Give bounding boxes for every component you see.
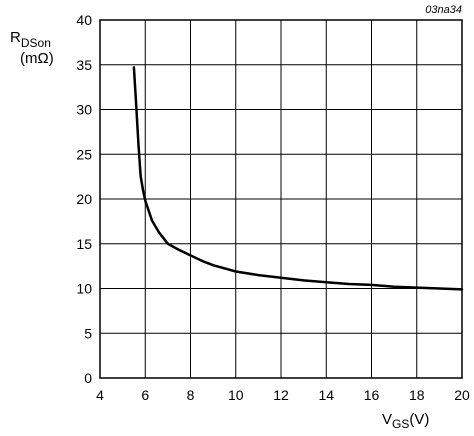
x-axis-label-main: V: [382, 411, 392, 428]
y-tick-label: 40: [76, 12, 92, 28]
x-axis-label-sub: GS: [392, 417, 409, 431]
y-tick-label: 35: [76, 57, 92, 73]
y-tick-labels: 0 5 10 15 20 25 30 35 40: [76, 12, 92, 386]
series-line: [132, 66, 464, 291]
y-tick-label: 30: [76, 102, 92, 118]
y-tick-label: 25: [76, 146, 92, 162]
x-tick-label: 20: [454, 387, 470, 403]
y-axis-label-sub: DSon: [21, 36, 51, 50]
figure-id: 03na34: [425, 4, 462, 16]
y-tick-label: 15: [76, 236, 92, 252]
y-axis-unit: (mΩ): [20, 50, 54, 67]
x-tick-label: 4: [96, 387, 104, 403]
x-tick-label: 14: [318, 387, 334, 403]
y-axis-label: RDSon: [10, 29, 51, 50]
x-axis-label-unit: (V): [409, 411, 429, 428]
plot-frame: [99, 19, 463, 379]
series-lines: [132, 66, 464, 291]
y-tick-label: 20: [76, 191, 92, 207]
x-tick-label: 10: [228, 387, 244, 403]
y-axis-label-main: R: [10, 29, 21, 46]
x-tick-label: 18: [409, 387, 425, 403]
x-tick-label: 6: [141, 387, 149, 403]
x-tick-label: 12: [273, 387, 289, 403]
grid: [99, 19, 463, 379]
x-tick-label: 8: [187, 387, 195, 403]
y-tick-label: 0: [84, 370, 92, 386]
y-tick-label: 5: [84, 325, 92, 341]
x-axis-label: VGS(V): [382, 411, 429, 431]
x-tick-label: 16: [364, 387, 380, 403]
y-tick-label: 10: [76, 281, 92, 297]
x-tick-labels: 4 6 8 10 12 14 16 18 20: [96, 387, 470, 403]
